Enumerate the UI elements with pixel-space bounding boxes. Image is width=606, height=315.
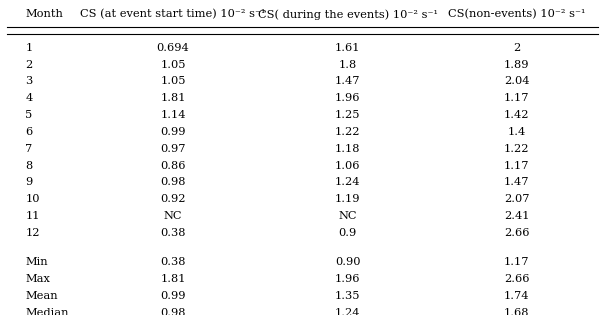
Text: 1.19: 1.19: [335, 194, 361, 204]
Text: 1.22: 1.22: [504, 144, 529, 154]
Text: 0.90: 0.90: [335, 257, 361, 267]
Text: 1.42: 1.42: [504, 110, 529, 120]
Text: 1.17: 1.17: [504, 257, 529, 267]
Text: 0.98: 0.98: [161, 308, 186, 315]
Text: 10: 10: [25, 194, 40, 204]
Text: 2.04: 2.04: [504, 77, 529, 87]
Text: 1.47: 1.47: [504, 177, 529, 187]
Text: 9: 9: [25, 177, 33, 187]
Text: Max: Max: [25, 274, 50, 284]
Text: 0.99: 0.99: [161, 127, 186, 137]
Text: 2.07: 2.07: [504, 194, 529, 204]
Text: Min: Min: [25, 257, 48, 267]
Text: 12: 12: [25, 228, 40, 238]
Text: 7: 7: [25, 144, 33, 154]
Text: 0.694: 0.694: [157, 43, 190, 53]
Text: NC: NC: [339, 211, 357, 221]
Text: 1.68: 1.68: [504, 308, 529, 315]
Text: 1.74: 1.74: [504, 291, 529, 301]
Text: 1.24: 1.24: [335, 308, 361, 315]
Text: CS( during the events) 10⁻² s⁻¹: CS( during the events) 10⁻² s⁻¹: [258, 9, 438, 20]
Text: 8: 8: [25, 161, 33, 170]
Text: 1.96: 1.96: [335, 274, 361, 284]
Text: 3: 3: [25, 77, 33, 87]
Text: NC: NC: [164, 211, 182, 221]
Text: 2.41: 2.41: [504, 211, 529, 221]
Text: 1.05: 1.05: [161, 60, 186, 70]
Text: 1.81: 1.81: [161, 274, 186, 284]
Text: 0.86: 0.86: [161, 161, 186, 170]
Text: Median: Median: [25, 308, 69, 315]
Text: 2: 2: [513, 43, 520, 53]
Text: 0.38: 0.38: [161, 228, 186, 238]
Text: 1.25: 1.25: [335, 110, 361, 120]
Text: 1.18: 1.18: [335, 144, 361, 154]
Text: 1.17: 1.17: [504, 161, 529, 170]
Text: Month: Month: [25, 9, 64, 20]
Text: 1.24: 1.24: [335, 177, 361, 187]
Text: 1.22: 1.22: [335, 127, 361, 137]
Text: 1.47: 1.47: [335, 77, 361, 87]
Text: 0.38: 0.38: [161, 257, 186, 267]
Text: 1.06: 1.06: [335, 161, 361, 170]
Text: 0.99: 0.99: [161, 291, 186, 301]
Text: 4: 4: [25, 93, 33, 103]
Text: 0.92: 0.92: [161, 194, 186, 204]
Text: 11: 11: [25, 211, 40, 221]
Text: 5: 5: [25, 110, 33, 120]
Text: 1.05: 1.05: [161, 77, 186, 87]
Text: 1.81: 1.81: [161, 93, 186, 103]
Text: CS(non-events) 10⁻² s⁻¹: CS(non-events) 10⁻² s⁻¹: [448, 9, 585, 20]
Text: 1.89: 1.89: [504, 60, 529, 70]
Text: 1: 1: [25, 43, 33, 53]
Text: 1.35: 1.35: [335, 291, 361, 301]
Text: 0.9: 0.9: [339, 228, 357, 238]
Text: Mean: Mean: [25, 291, 58, 301]
Text: 0.98: 0.98: [161, 177, 186, 187]
Text: 1.96: 1.96: [335, 93, 361, 103]
Text: CS (at event start time) 10⁻² s⁻¹: CS (at event start time) 10⁻² s⁻¹: [81, 9, 266, 20]
Text: 6: 6: [25, 127, 33, 137]
Text: 0.97: 0.97: [161, 144, 186, 154]
Text: 2.66: 2.66: [504, 228, 529, 238]
Text: 1.17: 1.17: [504, 93, 529, 103]
Text: 2.66: 2.66: [504, 274, 529, 284]
Text: 1.8: 1.8: [339, 60, 357, 70]
Text: 1.61: 1.61: [335, 43, 361, 53]
Text: 1.14: 1.14: [161, 110, 186, 120]
Text: 2: 2: [25, 60, 33, 70]
Text: 1.4: 1.4: [507, 127, 526, 137]
